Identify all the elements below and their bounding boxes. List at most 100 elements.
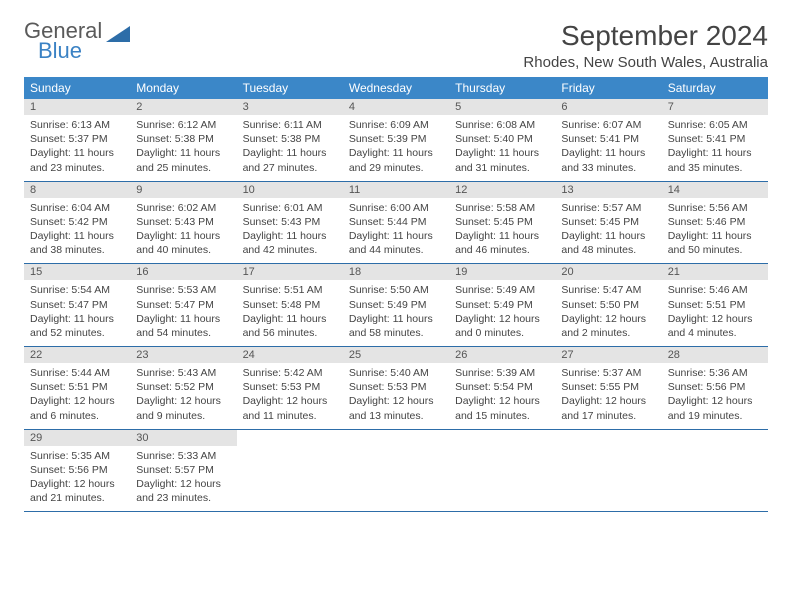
daylight-line: Daylight: 12 hours and 0 minutes. xyxy=(455,312,549,340)
calendar-week-row: 22Sunrise: 5:44 AMSunset: 5:51 PMDayligh… xyxy=(24,347,768,430)
day-header: Friday xyxy=(555,77,661,99)
daylight-line: Daylight: 12 hours and 11 minutes. xyxy=(243,394,337,422)
day-details: Sunrise: 6:08 AMSunset: 5:40 PMDaylight:… xyxy=(449,115,555,181)
day-details: Sunrise: 5:46 AMSunset: 5:51 PMDaylight:… xyxy=(662,280,768,346)
sunrise-line: Sunrise: 5:37 AM xyxy=(561,366,655,380)
month-title: September 2024 xyxy=(523,20,768,52)
day-details: Sunrise: 6:05 AMSunset: 5:41 PMDaylight:… xyxy=(662,115,768,181)
day-header: Thursday xyxy=(449,77,555,99)
sunrise-line: Sunrise: 5:46 AM xyxy=(668,283,762,297)
sunset-line: Sunset: 5:47 PM xyxy=(136,298,230,312)
day-details: Sunrise: 5:36 AMSunset: 5:56 PMDaylight:… xyxy=(662,363,768,429)
day-header: Tuesday xyxy=(237,77,343,99)
sunrise-line: Sunrise: 6:12 AM xyxy=(136,118,230,132)
calendar-cell: 10Sunrise: 6:01 AMSunset: 5:43 PMDayligh… xyxy=(237,181,343,264)
day-number: 9 xyxy=(130,182,236,198)
day-number: 10 xyxy=(237,182,343,198)
sunset-line: Sunset: 5:51 PM xyxy=(668,298,762,312)
daylight-line: Daylight: 12 hours and 19 minutes. xyxy=(668,394,762,422)
calendar-cell: 27Sunrise: 5:37 AMSunset: 5:55 PMDayligh… xyxy=(555,347,661,430)
sunset-line: Sunset: 5:46 PM xyxy=(668,215,762,229)
day-details: Sunrise: 5:57 AMSunset: 5:45 PMDaylight:… xyxy=(555,198,661,264)
daylight-line: Daylight: 11 hours and 46 minutes. xyxy=(455,229,549,257)
daylight-line: Daylight: 11 hours and 56 minutes. xyxy=(243,312,337,340)
sunrise-line: Sunrise: 6:11 AM xyxy=(243,118,337,132)
sunrise-line: Sunrise: 5:40 AM xyxy=(349,366,443,380)
day-number: 18 xyxy=(343,264,449,280)
title-block: September 2024 Rhodes, New South Wales, … xyxy=(523,20,768,71)
daylight-line: Daylight: 11 hours and 44 minutes. xyxy=(349,229,443,257)
day-details: Sunrise: 5:47 AMSunset: 5:50 PMDaylight:… xyxy=(555,280,661,346)
header: General Blue September 2024 Rhodes, New … xyxy=(24,20,768,71)
sunrise-line: Sunrise: 6:07 AM xyxy=(561,118,655,132)
daylight-line: Daylight: 12 hours and 4 minutes. xyxy=(668,312,762,340)
daylight-line: Daylight: 12 hours and 9 minutes. xyxy=(136,394,230,422)
daylight-line: Daylight: 12 hours and 6 minutes. xyxy=(30,394,124,422)
calendar-week-row: 29Sunrise: 5:35 AMSunset: 5:56 PMDayligh… xyxy=(24,429,768,512)
calendar-cell: 5Sunrise: 6:08 AMSunset: 5:40 PMDaylight… xyxy=(449,99,555,181)
sunrise-line: Sunrise: 6:02 AM xyxy=(136,201,230,215)
daylight-line: Daylight: 11 hours and 25 minutes. xyxy=(136,146,230,174)
sunrise-line: Sunrise: 5:42 AM xyxy=(243,366,337,380)
day-details: Sunrise: 6:07 AMSunset: 5:41 PMDaylight:… xyxy=(555,115,661,181)
calendar-cell: 30Sunrise: 5:33 AMSunset: 5:57 PMDayligh… xyxy=(130,429,236,512)
day-details: Sunrise: 5:56 AMSunset: 5:46 PMDaylight:… xyxy=(662,198,768,264)
calendar-cell: 24Sunrise: 5:42 AMSunset: 5:53 PMDayligh… xyxy=(237,347,343,430)
day-details: Sunrise: 5:58 AMSunset: 5:45 PMDaylight:… xyxy=(449,198,555,264)
sunrise-line: Sunrise: 5:54 AM xyxy=(30,283,124,297)
day-details: Sunrise: 6:13 AMSunset: 5:37 PMDaylight:… xyxy=(24,115,130,181)
sunset-line: Sunset: 5:49 PM xyxy=(455,298,549,312)
day-header-row: Sunday Monday Tuesday Wednesday Thursday… xyxy=(24,77,768,99)
daylight-line: Daylight: 12 hours and 2 minutes. xyxy=(561,312,655,340)
day-number: 11 xyxy=(343,182,449,198)
day-details: Sunrise: 5:49 AMSunset: 5:49 PMDaylight:… xyxy=(449,280,555,346)
sunset-line: Sunset: 5:53 PM xyxy=(349,380,443,394)
sunrise-line: Sunrise: 5:35 AM xyxy=(30,449,124,463)
day-number: 30 xyxy=(130,430,236,446)
calendar-cell xyxy=(449,429,555,512)
calendar-cell: 23Sunrise: 5:43 AMSunset: 5:52 PMDayligh… xyxy=(130,347,236,430)
day-details: Sunrise: 5:35 AMSunset: 5:56 PMDaylight:… xyxy=(24,446,130,512)
daylight-line: Daylight: 11 hours and 50 minutes. xyxy=(668,229,762,257)
daylight-line: Daylight: 11 hours and 42 minutes. xyxy=(243,229,337,257)
calendar-week-row: 15Sunrise: 5:54 AMSunset: 5:47 PMDayligh… xyxy=(24,264,768,347)
day-details: Sunrise: 5:50 AMSunset: 5:49 PMDaylight:… xyxy=(343,280,449,346)
day-details: Sunrise: 5:54 AMSunset: 5:47 PMDaylight:… xyxy=(24,280,130,346)
sunset-line: Sunset: 5:43 PM xyxy=(243,215,337,229)
day-number: 15 xyxy=(24,264,130,280)
day-number: 21 xyxy=(662,264,768,280)
calendar-cell xyxy=(343,429,449,512)
day-header: Sunday xyxy=(24,77,130,99)
daylight-line: Daylight: 12 hours and 13 minutes. xyxy=(349,394,443,422)
day-details: Sunrise: 6:09 AMSunset: 5:39 PMDaylight:… xyxy=(343,115,449,181)
day-number: 3 xyxy=(237,99,343,115)
calendar-cell: 18Sunrise: 5:50 AMSunset: 5:49 PMDayligh… xyxy=(343,264,449,347)
day-number: 29 xyxy=(24,430,130,446)
calendar-cell xyxy=(662,429,768,512)
day-number: 7 xyxy=(662,99,768,115)
calendar-cell: 9Sunrise: 6:02 AMSunset: 5:43 PMDaylight… xyxy=(130,181,236,264)
daylight-line: Daylight: 11 hours and 48 minutes. xyxy=(561,229,655,257)
logo: General Blue xyxy=(24,20,132,62)
daylight-line: Daylight: 11 hours and 38 minutes. xyxy=(30,229,124,257)
calendar-week-row: 8Sunrise: 6:04 AMSunset: 5:42 PMDaylight… xyxy=(24,181,768,264)
day-header: Wednesday xyxy=(343,77,449,99)
sunrise-line: Sunrise: 5:36 AM xyxy=(668,366,762,380)
sunrise-line: Sunrise: 5:50 AM xyxy=(349,283,443,297)
calendar-cell: 25Sunrise: 5:40 AMSunset: 5:53 PMDayligh… xyxy=(343,347,449,430)
sunset-line: Sunset: 5:48 PM xyxy=(243,298,337,312)
day-header: Saturday xyxy=(662,77,768,99)
sunset-line: Sunset: 5:40 PM xyxy=(455,132,549,146)
daylight-line: Daylight: 12 hours and 23 minutes. xyxy=(136,477,230,505)
day-number: 8 xyxy=(24,182,130,198)
day-number: 28 xyxy=(662,347,768,363)
calendar-cell: 28Sunrise: 5:36 AMSunset: 5:56 PMDayligh… xyxy=(662,347,768,430)
sunset-line: Sunset: 5:37 PM xyxy=(30,132,124,146)
day-number: 14 xyxy=(662,182,768,198)
day-details: Sunrise: 5:53 AMSunset: 5:47 PMDaylight:… xyxy=(130,280,236,346)
day-header: Monday xyxy=(130,77,236,99)
sunset-line: Sunset: 5:50 PM xyxy=(561,298,655,312)
daylight-line: Daylight: 11 hours and 33 minutes. xyxy=(561,146,655,174)
sunrise-line: Sunrise: 6:09 AM xyxy=(349,118,443,132)
calendar-cell: 19Sunrise: 5:49 AMSunset: 5:49 PMDayligh… xyxy=(449,264,555,347)
